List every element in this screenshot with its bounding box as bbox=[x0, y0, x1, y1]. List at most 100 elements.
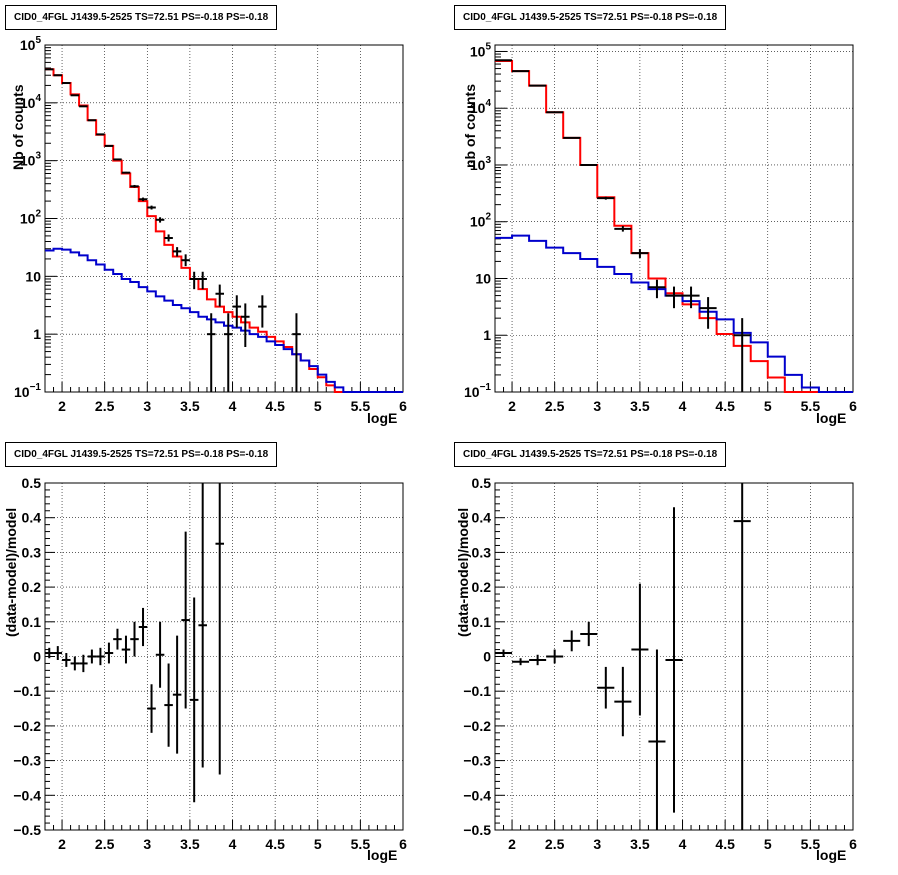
data-point bbox=[224, 313, 233, 392]
x-tick-label: 4.5 bbox=[715, 836, 735, 852]
data-point bbox=[292, 313, 301, 392]
data-point bbox=[113, 158, 122, 161]
data-point bbox=[215, 483, 224, 775]
x-tick-label: 5 bbox=[314, 398, 322, 414]
data-point bbox=[189, 597, 199, 803]
data-point bbox=[631, 583, 649, 716]
y-tick-label: 0.1 bbox=[22, 614, 42, 630]
y-tick-label: 104 bbox=[20, 93, 42, 111]
x-tick-label: 3 bbox=[143, 398, 151, 414]
y-tick-label: 105 bbox=[470, 41, 492, 59]
x-tick-label: 5.5 bbox=[351, 836, 371, 852]
x-tick-label: 3 bbox=[143, 836, 151, 852]
data-point bbox=[104, 642, 114, 664]
data-point bbox=[87, 649, 97, 664]
x-tick-label: 2.5 bbox=[545, 398, 565, 414]
y-tick-label: 0.5 bbox=[22, 475, 42, 491]
x-tick-label: 6 bbox=[399, 836, 407, 852]
series-line bbox=[495, 234, 853, 393]
y-tick-label: −0.3 bbox=[463, 753, 491, 769]
y-tick-label: −0.5 bbox=[13, 822, 41, 838]
data-point bbox=[62, 653, 71, 667]
chart-panel-counts-left: 2 2.5 3 3.5 4 4.5 5 5.5 6 10−1 1 10 102 103 104 105 CID… bbox=[0, 0, 449, 437]
y-tick-label: 10−1 bbox=[464, 382, 491, 400]
y-tick-label: 102 bbox=[20, 209, 42, 227]
data-point bbox=[70, 656, 80, 671]
data-point bbox=[529, 654, 547, 666]
y-tick-label: 103 bbox=[20, 151, 42, 169]
x-tick-label: 2 bbox=[58, 836, 66, 852]
y-tick-label: −0.1 bbox=[13, 683, 41, 699]
data-point bbox=[113, 628, 122, 650]
data-point bbox=[648, 279, 666, 299]
data-point bbox=[130, 621, 139, 657]
y-tick-label: 1 bbox=[483, 327, 491, 343]
x-tick-label: 3.5 bbox=[180, 836, 200, 852]
data-point bbox=[198, 483, 207, 768]
data-point bbox=[96, 133, 105, 136]
data-point bbox=[215, 284, 224, 307]
data-point bbox=[70, 94, 80, 97]
data-point bbox=[79, 654, 88, 673]
x-tick-label: 6 bbox=[849, 836, 857, 852]
data-point bbox=[512, 658, 530, 666]
data-point bbox=[597, 196, 615, 200]
data-point bbox=[164, 234, 173, 242]
data-point bbox=[155, 621, 165, 688]
data-point bbox=[172, 635, 182, 754]
data-point bbox=[682, 286, 700, 309]
y-tick-label: 104 bbox=[470, 98, 492, 116]
data-point bbox=[529, 84, 547, 87]
y-tick-label: 0.4 bbox=[22, 510, 42, 526]
y-axis-label: (data-model)/model bbox=[455, 507, 471, 637]
y-tick-label: −0.1 bbox=[463, 683, 491, 699]
data-point bbox=[563, 136, 581, 139]
y-tick-label: 0.3 bbox=[472, 544, 492, 560]
data-point bbox=[546, 111, 564, 114]
data-point bbox=[104, 144, 114, 147]
y-tick-label: 0.5 bbox=[472, 475, 492, 491]
chart-panel-residual-right: 2 2.5 3 3.5 4 4.5 5 5.5 6 −0.5 −0.4 −0.3 −0.2 −0.1 0 0.… bbox=[449, 437, 898, 874]
data-point bbox=[665, 507, 683, 813]
plot-frame bbox=[494, 44, 854, 393]
data-point bbox=[79, 105, 88, 108]
x-tick-label: 6 bbox=[399, 398, 407, 414]
y-tick-label: −0.2 bbox=[13, 718, 41, 734]
data-point bbox=[130, 184, 139, 188]
y-tick-label: 1 bbox=[33, 326, 41, 342]
y-tick-label: −0.5 bbox=[463, 822, 491, 838]
y-tick-label: 10−1 bbox=[14, 382, 41, 400]
y-tick-label: 10 bbox=[475, 270, 491, 286]
data-point bbox=[121, 171, 131, 174]
data-point bbox=[62, 82, 71, 85]
data-point bbox=[665, 286, 683, 309]
chart-title: CID0_4FGL J1439.5-2525 TS=72.51 PS=-0.18… bbox=[454, 5, 727, 30]
chart-title: CID0_4FGL J1439.5-2525 TS=72.51 PS=-0.18… bbox=[454, 442, 727, 467]
data-point bbox=[96, 647, 105, 666]
y-tick-label: 0.2 bbox=[472, 579, 492, 595]
data-point bbox=[147, 205, 156, 210]
x-tick-label: 5.5 bbox=[351, 398, 371, 414]
y-tick-label: −0.3 bbox=[13, 753, 41, 769]
x-axis-label: logE bbox=[816, 847, 847, 863]
x-tick-label: 5.5 bbox=[801, 836, 821, 852]
data-point bbox=[138, 197, 148, 202]
x-tick-label: 2.5 bbox=[95, 836, 115, 852]
x-axis-label: logE bbox=[816, 410, 847, 426]
y-tick-label: 0.4 bbox=[472, 510, 492, 526]
data-point bbox=[121, 635, 131, 664]
x-tick-label: 2.5 bbox=[545, 836, 565, 852]
data-point bbox=[580, 163, 598, 166]
data-point bbox=[563, 630, 581, 652]
x-tick-label: 2 bbox=[508, 836, 516, 852]
y-tick-label: 0 bbox=[33, 649, 41, 665]
chart-panel-counts-right: 2 2.5 3 3.5 4 4.5 5 5.5 6 10−1 1 10 102 103 104 105 CID… bbox=[449, 0, 898, 437]
x-tick-label: 2 bbox=[58, 398, 66, 414]
x-tick-label: 5.5 bbox=[801, 398, 821, 414]
x-tick-label: 4 bbox=[679, 398, 687, 414]
y-tick-label: 105 bbox=[20, 35, 42, 53]
data-point bbox=[155, 217, 165, 223]
chart-plot: 2 2.5 3 3.5 4 4.5 5 5.5 6 10−1 1 10 102 103 104 105 bbox=[14, 35, 407, 414]
data-point bbox=[147, 684, 156, 733]
data-point bbox=[206, 313, 216, 392]
